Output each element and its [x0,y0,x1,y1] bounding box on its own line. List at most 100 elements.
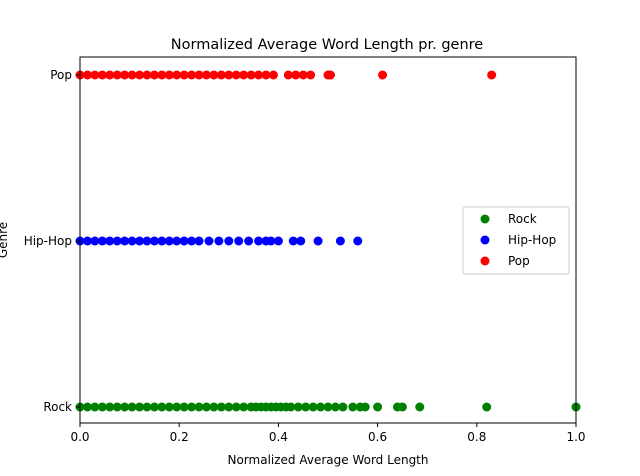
point-pop-34 [487,70,497,80]
point-pop-14 [179,70,189,80]
x-tick-label: 0.6 [368,430,387,444]
x-tick-label: 0.0 [70,430,89,444]
point-hip-hop-19 [224,236,234,246]
legend: Rock Hip-Hop Pop [462,206,570,275]
point-pop-19 [216,70,226,80]
x-tick-label: 0.8 [467,430,486,444]
point-pop-22 [239,70,249,80]
point-rock-3 [97,402,107,412]
point-hip-hop-11 [157,236,167,246]
point-hip-hop-21 [244,236,254,246]
x-tick-label: 0.4 [269,430,288,444]
point-rock-13 [172,402,182,412]
point-pop-27 [283,70,293,80]
point-rock-22 [239,402,249,412]
point-pop-28 [291,70,301,80]
point-hip-hop-24 [266,236,276,246]
point-pop-13 [172,70,182,80]
point-rock-45 [415,402,425,412]
point-rock-34 [308,402,318,412]
point-pop-1 [82,70,92,80]
point-pop-15 [187,70,197,80]
legend-marker-pop [480,256,490,266]
x-tick-label: 0.2 [170,430,189,444]
point-pop-2 [90,70,100,80]
point-rock-14 [179,402,189,412]
point-rock-18 [209,402,219,412]
point-rock-7 [127,402,137,412]
legend-label-rock: Rock [508,212,537,226]
point-rock-46 [482,402,492,412]
point-hip-hop-22 [254,236,264,246]
point-pop-6 [120,70,130,80]
point-pop-18 [209,70,219,80]
legend-marker-hip-hop [480,235,490,245]
y-tick-label: Hip-Hop [24,234,72,248]
point-hip-hop-16 [194,236,204,246]
point-hip-hop-27 [296,236,306,246]
point-rock-17 [201,402,211,412]
point-rock-16 [194,402,204,412]
point-pop-10 [149,70,159,80]
point-rock-19 [216,402,226,412]
point-rock-32 [293,402,303,412]
point-hip-hop-9 [142,236,152,246]
point-hip-hop-10 [149,236,159,246]
point-rock-31 [286,402,296,412]
point-hip-hop-8 [135,236,145,246]
point-hip-hop-6 [120,236,130,246]
point-hip-hop-13 [172,236,182,246]
point-pop-29 [298,70,308,80]
data-points [75,70,581,412]
point-pop-26 [268,70,278,80]
point-hip-hop-26 [288,236,298,246]
point-hip-hop-20 [234,236,244,246]
point-pop-8 [135,70,145,80]
point-hip-hop-4 [105,236,115,246]
point-hip-hop-12 [164,236,174,246]
point-pop-4 [105,70,115,80]
point-rock-5 [112,402,122,412]
point-rock-6 [120,402,130,412]
point-rock-37 [330,402,340,412]
point-rock-4 [105,402,115,412]
point-pop-3 [97,70,107,80]
point-rock-8 [135,402,145,412]
point-hip-hop-3 [97,236,107,246]
point-rock-15 [187,402,197,412]
point-rock-21 [231,402,241,412]
point-rock-39 [348,402,358,412]
point-hip-hop-29 [335,236,345,246]
point-hip-hop-5 [112,236,122,246]
point-rock-9 [142,402,152,412]
point-rock-35 [316,402,326,412]
point-pop-24 [254,70,264,80]
point-rock-20 [224,402,234,412]
point-pop-32 [325,70,335,80]
point-rock-33 [301,402,311,412]
point-pop-23 [246,70,256,80]
legend-marker-rock [480,214,490,224]
point-rock-44 [397,402,407,412]
point-rock-11 [157,402,167,412]
point-hip-hop-25 [273,236,283,246]
point-rock-10 [149,402,159,412]
point-hip-hop-14 [179,236,189,246]
point-rock-1 [82,402,92,412]
legend-label-pop: Pop [508,254,530,268]
point-pop-17 [201,70,211,80]
point-hip-hop-1 [82,236,92,246]
legend-label-hip-hop: Hip-Hop [508,233,556,247]
point-pop-12 [164,70,174,80]
point-hip-hop-2 [90,236,100,246]
y-tick-label: Rock [43,400,72,414]
point-hip-hop-15 [187,236,197,246]
x-axis-ticks: 0.0 0.2 0.4 0.6 0.8 1.0 [70,423,586,444]
point-pop-11 [157,70,167,80]
point-rock-38 [338,402,348,412]
x-axis-label: Normalized Average Word Length [227,453,428,467]
point-hip-hop-18 [214,236,224,246]
point-rock-42 [373,402,383,412]
point-pop-20 [224,70,234,80]
